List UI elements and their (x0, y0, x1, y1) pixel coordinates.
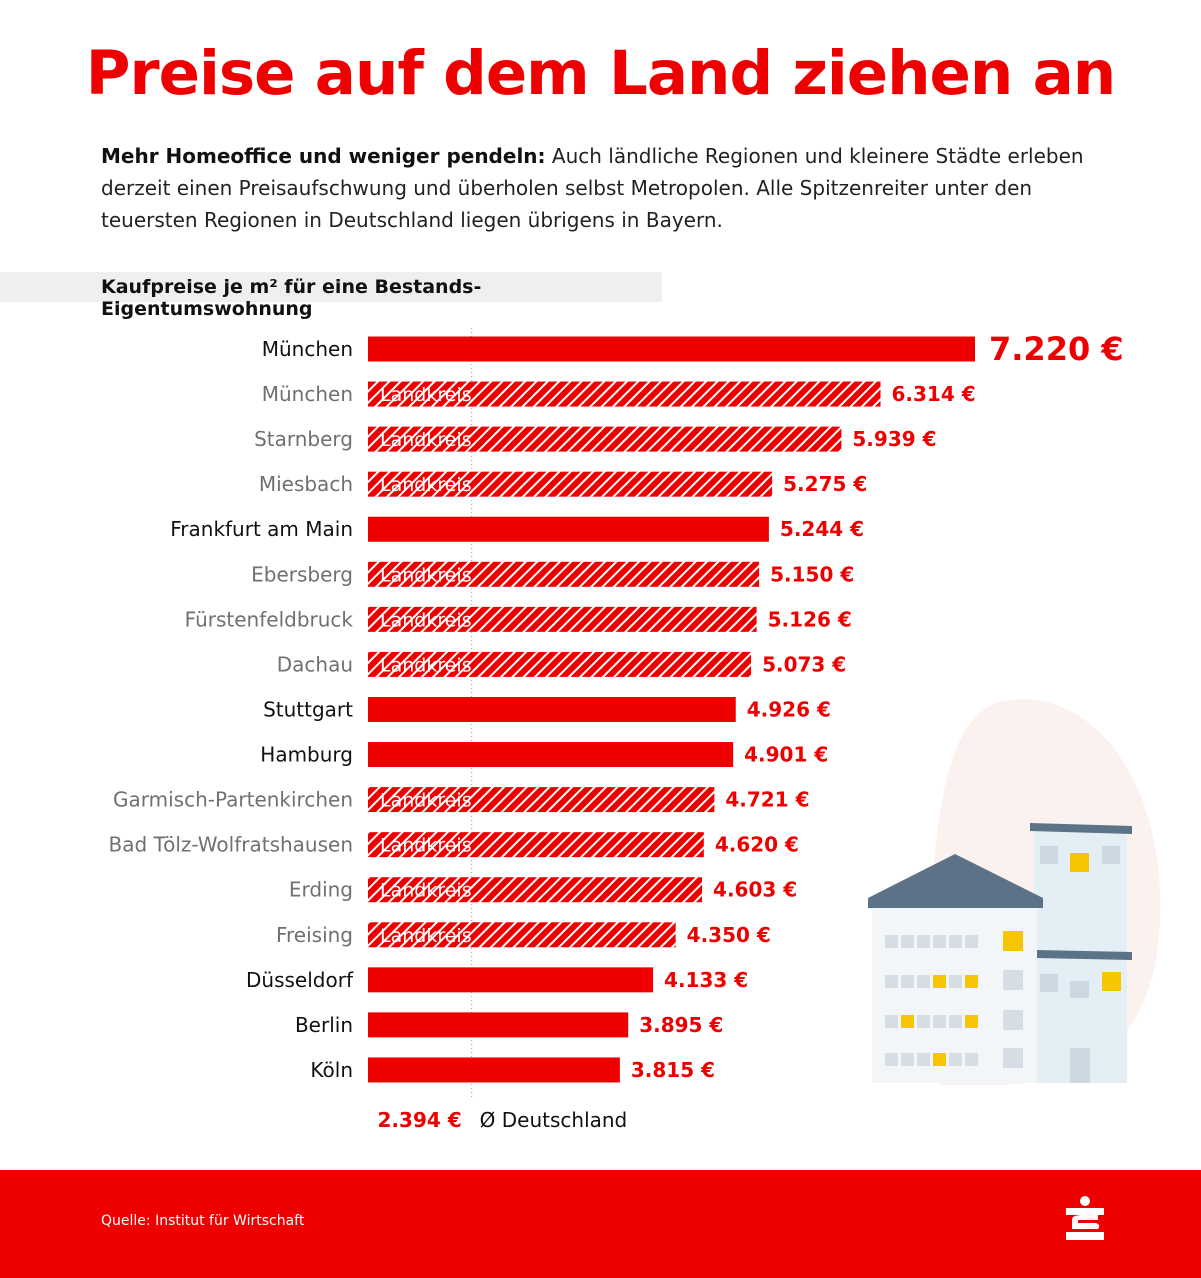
bar-district (368, 381, 881, 407)
district-tag: Landkreis (380, 925, 472, 947)
tower-roof (1030, 823, 1132, 834)
door (1070, 1048, 1090, 1083)
footer: Quelle: Institut für Wirtschaft (0, 1170, 1201, 1278)
average-label: Ø Deutschland (480, 1108, 628, 1132)
bar-value-label: 5.939 € (852, 427, 936, 451)
bar-value-label: 4.620 € (715, 833, 799, 857)
bar-value-label: 4.721 € (725, 788, 809, 812)
bar-category-label: Erding (289, 878, 353, 902)
page-title: Preise auf dem Land ziehen an (85, 38, 1116, 109)
bar-value-label: 3.815 € (631, 1058, 715, 1082)
bar-value-label: 4.901 € (744, 743, 828, 767)
bar-city (368, 967, 654, 993)
bar-value-label: 5.073 € (762, 652, 846, 676)
bar-category-label: Stuttgart (263, 697, 353, 721)
district-tag: Landkreis (380, 429, 472, 451)
bar-district (368, 471, 773, 497)
bar-district (368, 561, 760, 587)
average-value-label: 2.394 € (378, 1108, 462, 1132)
bar-category-label: Freising (276, 923, 353, 947)
bar-city (368, 516, 769, 542)
bar-category-label: Fürstenfeldbruck (185, 607, 354, 631)
bar-value-label: 4.926 € (747, 697, 831, 721)
bar-category-label: München (262, 382, 353, 406)
bar-category-label: Dachau (277, 652, 353, 676)
district-tag: Landkreis (380, 880, 472, 902)
bar-category-label: Köln (310, 1058, 353, 1082)
bar-value-label: 5.150 € (770, 562, 854, 586)
house-windows-lit (901, 931, 1023, 1066)
district-tag: Landkreis (380, 654, 472, 676)
window (1040, 974, 1058, 992)
bar-district (368, 606, 757, 632)
bar-category-label: Berlin (295, 1013, 353, 1037)
bar-chart: München 7.220 € München Landkreis 6.314 € Sta… (108, 328, 1161, 1132)
bar-category-label: Düsseldorf (246, 968, 354, 992)
tower-ledge (1036, 950, 1132, 960)
bar-value-label: 6.314 € (892, 382, 976, 406)
district-tag: Landkreis (380, 835, 472, 857)
chart-header: Kaufpreise je m² für eine Bestands-Eigen… (0, 272, 662, 320)
bar-district (368, 787, 715, 813)
window (1102, 846, 1120, 864)
window-lit (1102, 972, 1121, 991)
bar-category-label: Ebersberg (251, 562, 353, 586)
bar-value-label: 5.126 € (768, 607, 852, 631)
district-tag: Landkreis (380, 609, 472, 631)
source-note: Quelle: Institut für Wirtschaft (101, 1213, 305, 1229)
bar-category-label: Frankfurt am Main (170, 517, 353, 541)
bar-value-label: 7.220 € (989, 330, 1124, 368)
bar-category-label: Hamburg (260, 743, 353, 767)
district-tag: Landkreis (380, 564, 472, 586)
district-tag: Landkreis (380, 474, 472, 496)
bar-value-label: 5.244 € (780, 517, 864, 541)
bar-city (368, 696, 736, 722)
chart-title: Kaufpreise je m² für eine Bestands-Eigen… (101, 276, 482, 320)
bar-category-label: Miesbach (259, 472, 353, 496)
bar-district (368, 426, 842, 452)
bar-category-label: Starnberg (254, 427, 353, 451)
house-windows (885, 935, 1023, 1068)
window-lit (1070, 853, 1089, 872)
bar-category-label: Garmisch-Partenkirchen (113, 788, 353, 812)
bar-category-label: Bad Tölz-Wolfratshausen (108, 833, 353, 857)
bar-district (368, 832, 704, 858)
bar-value-label: 4.350 € (687, 923, 771, 947)
bar-city (368, 1012, 629, 1038)
intro-text: Mehr Homeoffice und weniger pendeln: Auc… (101, 140, 1101, 236)
bar-category-label: München (262, 337, 353, 361)
bar-value-label: 5.275 € (783, 472, 867, 496)
window (1070, 981, 1089, 998)
building-illustration (868, 699, 1161, 1085)
bar-district (368, 922, 676, 948)
district-tag: Landkreis (380, 384, 472, 406)
bar-value-label: 4.603 € (713, 878, 797, 902)
bar-value-label: 3.895 € (639, 1013, 723, 1037)
bars-group: München 7.220 € München Landkreis 6.314 € Sta… (108, 330, 1124, 1083)
bar-city (368, 742, 734, 768)
district-tag: Landkreis (380, 790, 472, 812)
window (1040, 846, 1058, 864)
intro-lead: Mehr Homeoffice und weniger pendeln: (101, 144, 546, 168)
bar-value-label: 4.133 € (664, 968, 748, 992)
bar-city (368, 336, 975, 362)
bar-district (368, 651, 752, 677)
bar-district (368, 877, 703, 903)
bar-city (368, 1057, 620, 1083)
house-roof (868, 854, 1043, 908)
sparkasse-logo-icon (1066, 1196, 1104, 1240)
intro-body: Auch ländliche Regionen und kleinere Stä… (101, 144, 1084, 232)
